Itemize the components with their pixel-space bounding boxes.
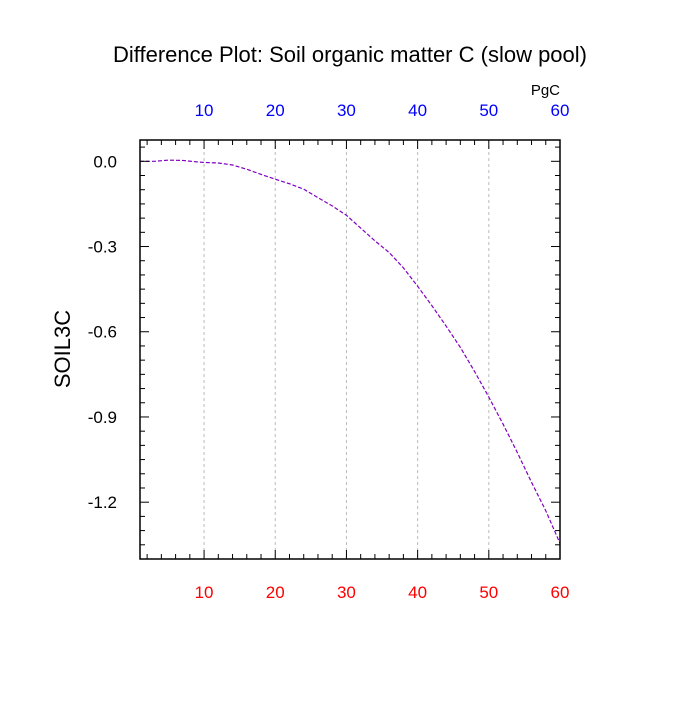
series-layer — [140, 159, 561, 544]
y-tick-label: -0.3 — [88, 238, 117, 257]
chart-title: Difference Plot: Soil organic matter C (… — [113, 42, 587, 67]
series-line — [140, 159, 561, 544]
y-tick-label: -0.6 — [88, 323, 117, 342]
x-tick-label-top: 50 — [479, 101, 498, 120]
x-tick-label-top: 30 — [337, 101, 356, 120]
plot-frame — [139, 139, 561, 560]
x-tick-label-bottom: 50 — [479, 583, 498, 602]
x-tick-label-bottom: 60 — [551, 583, 570, 602]
grid-lines — [203, 140, 490, 559]
x-tick-label-bottom: 40 — [408, 583, 427, 602]
tick-marks — [140, 140, 561, 559]
x-tick-label-top: 60 — [551, 101, 570, 120]
y-tick-label: -0.9 — [88, 408, 117, 427]
y-axis-label: SOIL3C — [50, 310, 75, 388]
y-tick-label: -1.2 — [88, 493, 117, 512]
x-tick-label-top: 20 — [266, 101, 285, 120]
x-tick-label-bottom: 10 — [195, 583, 214, 602]
y-tick-label: 0.0 — [93, 152, 117, 171]
x-tick-label-bottom: 20 — [266, 583, 285, 602]
x-tick-label-top: 10 — [195, 101, 214, 120]
tick-labels: 10 20 30 40 50 60 10 20 30 40 50 60 0.0 -0.3 -0.6 -0.9 -… — [88, 101, 570, 602]
top-axis-unit-label: PgC — [531, 82, 560, 99]
x-tick-label-bottom: 30 — [337, 583, 356, 602]
x-tick-label-top: 40 — [408, 101, 427, 120]
